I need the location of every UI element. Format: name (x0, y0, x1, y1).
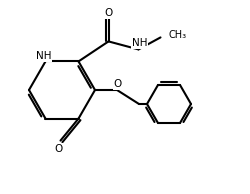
Text: O: O (54, 144, 62, 154)
Text: O: O (104, 8, 112, 18)
Text: O: O (114, 79, 122, 89)
Text: NH: NH (36, 51, 51, 61)
Text: CH₃: CH₃ (168, 30, 186, 40)
Text: NH: NH (132, 38, 147, 48)
